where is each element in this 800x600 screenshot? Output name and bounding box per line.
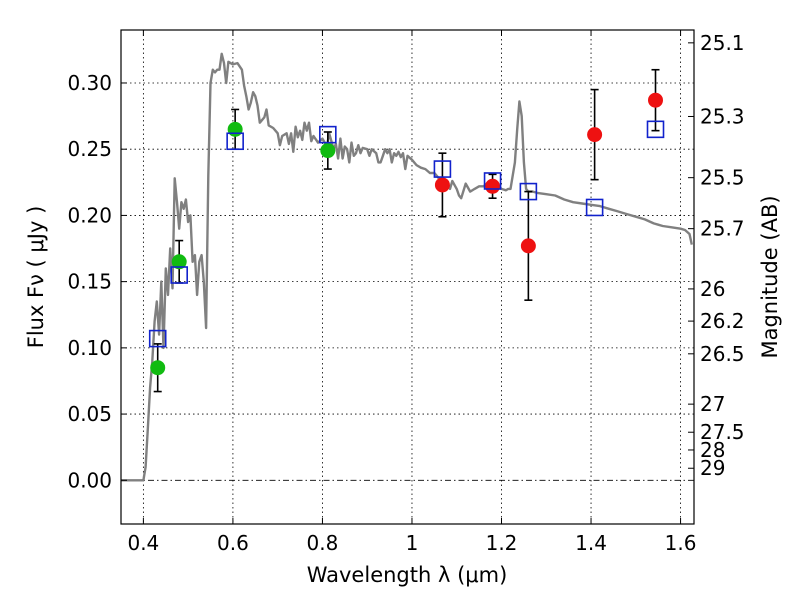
y2-tick-label: 25.1: [700, 31, 745, 55]
y2-tick-label: 28: [700, 438, 725, 462]
y-axis-label: Flux Fν ( μJy ): [24, 206, 48, 349]
y-tick-label: 0.15: [67, 270, 112, 294]
data-point: [520, 238, 536, 254]
y-tick-label: 0.25: [67, 137, 112, 161]
spectrum-layer: [121, 52, 693, 482]
model-square: [585, 198, 604, 217]
data-point: [648, 92, 664, 108]
data-point: [227, 121, 243, 137]
model-square: [170, 266, 188, 284]
y-tick-label: 0.00: [67, 468, 112, 492]
plot-frame: [120, 29, 695, 525]
model-square: [433, 160, 452, 178]
data-point: [587, 127, 603, 143]
x-axis-label: Wavelength λ (μm): [307, 563, 508, 587]
y2-axis-label: Magnitude (AB): [758, 195, 782, 358]
y-tick-label: 0.20: [67, 203, 112, 227]
y-tick-label: 0.30: [67, 71, 112, 95]
y2-tick-label: 26.2: [700, 309, 745, 333]
data-point: [485, 178, 501, 194]
grid-layer: [121, 30, 694, 524]
tick-layer: 0.4 0.6 0.8 1 1.2 1.4 1.6 0.00 0.05 0.10 0.15 0.20 0…: [67, 30, 745, 555]
y2-tick-label: 26: [700, 277, 725, 301]
data-point: [150, 360, 166, 376]
x-tick-label: 0.6: [217, 531, 249, 555]
data-point: [171, 254, 187, 270]
model-square: [148, 329, 167, 348]
model-square: [483, 172, 502, 190]
y2-tick-label: 25.7: [700, 217, 745, 241]
model-square: [519, 182, 538, 201]
y2-tick-label: 25.5: [700, 166, 745, 190]
model-spectrum-line: [121, 52, 693, 482]
model-square: [319, 125, 337, 144]
x-tick-label: 1.4: [575, 531, 607, 555]
x-tick-label: 1: [406, 531, 419, 555]
y-tick-label: 0.10: [67, 336, 112, 360]
y2-tick-label: 27: [700, 392, 725, 416]
data-point: [434, 177, 450, 193]
x-tick-label: 0.4: [127, 531, 159, 555]
model-square: [646, 120, 665, 139]
data-point: [320, 143, 336, 159]
y2-tick-label: 25.3: [700, 104, 745, 128]
model-square: [226, 132, 244, 151]
y2-tick-label: 27.5: [700, 420, 745, 444]
x-tick-label: 1.6: [665, 531, 697, 555]
y2-tick-label: 26.5: [700, 342, 745, 366]
y2-tick-label: 29: [700, 456, 725, 480]
marker-layer: [148, 68, 665, 393]
y-tick-label: 0.05: [67, 402, 112, 426]
x-tick-label: 1.2: [486, 531, 518, 555]
x-tick-label: 0.8: [307, 531, 339, 555]
